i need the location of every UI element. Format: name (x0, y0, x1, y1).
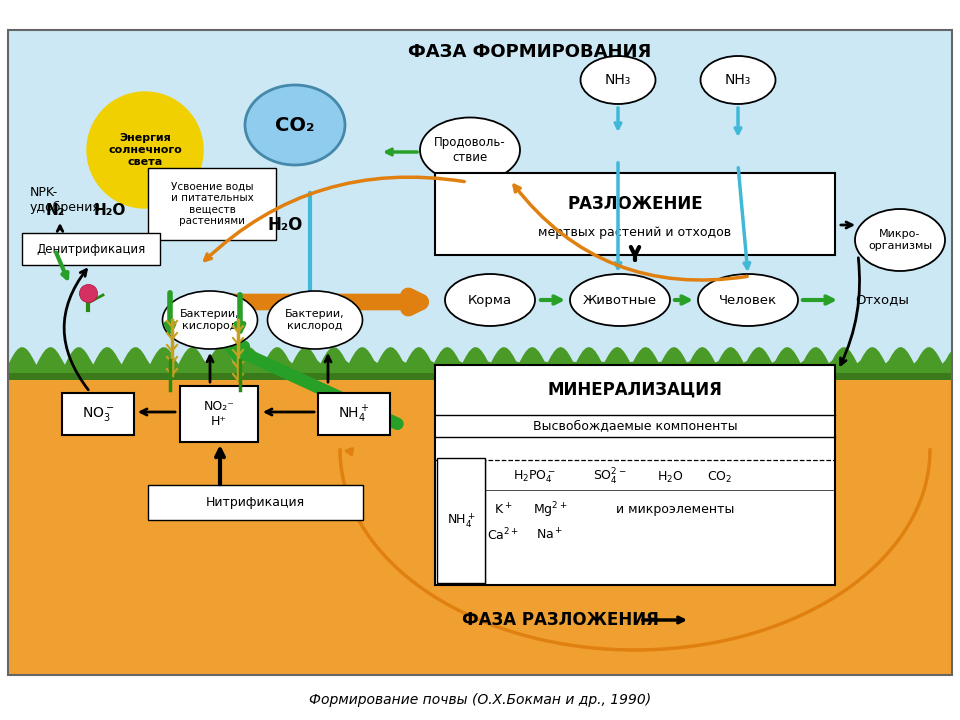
Text: NH$_4^+$: NH$_4^+$ (446, 511, 475, 530)
Text: Mg$^{2+}$: Mg$^{2+}$ (533, 500, 567, 520)
Text: Продоволь-
ствие: Продоволь- ствие (434, 136, 506, 164)
Bar (435, 365, 835, 585)
Text: NH₃: NH₃ (605, 73, 631, 87)
Text: NPK-
удобрения: NPK- удобрения (30, 186, 101, 214)
Text: Формирование почвы (О.Х.Бокман и др., 1990): Формирование почвы (О.Х.Бокман и др., 19… (309, 693, 651, 707)
Text: Корма: Корма (468, 294, 512, 307)
Text: РАЗЛОЖЕНИЕ: РАЗЛОЖЕНИЕ (567, 195, 703, 213)
Bar (437, 458, 485, 583)
Ellipse shape (855, 209, 945, 271)
Ellipse shape (698, 274, 798, 326)
Text: NO$_3^-$: NO$_3^-$ (82, 405, 114, 423)
Polygon shape (8, 30, 952, 365)
Bar (8, 365, 952, 380)
Bar (318, 393, 390, 435)
Text: H₂O: H₂O (94, 202, 126, 217)
Ellipse shape (420, 117, 520, 182)
Polygon shape (8, 347, 952, 373)
Text: Энергия
солнечного
света: Энергия солнечного света (108, 133, 181, 166)
Bar (435, 173, 835, 255)
Text: и микроэлементы: и микроэлементы (615, 503, 734, 516)
Ellipse shape (701, 56, 776, 104)
Text: N₂: N₂ (45, 202, 64, 217)
Ellipse shape (245, 85, 345, 165)
FancyArrowPatch shape (387, 149, 418, 155)
Bar (8, 30, 952, 675)
Text: Микро-
организмы: Микро- организмы (868, 229, 932, 251)
Text: МИНЕРАЛИЗАЦИЯ: МИНЕРАЛИЗАЦИЯ (547, 381, 723, 399)
Text: NH$_4^+$: NH$_4^+$ (338, 403, 370, 425)
Text: H$_2$PO$_4^-$: H$_2$PO$_4^-$ (514, 469, 557, 485)
Text: Человек: Человек (719, 294, 777, 307)
Bar (22, 233, 160, 265)
Bar (180, 386, 258, 442)
Ellipse shape (162, 291, 257, 349)
Bar (148, 168, 276, 240)
Bar (62, 393, 134, 435)
Text: ФАЗА РАЗЛОЖЕНИЯ: ФАЗА РАЗЛОЖЕНИЯ (462, 611, 659, 629)
Circle shape (87, 92, 203, 208)
Ellipse shape (570, 274, 670, 326)
Bar (148, 485, 363, 520)
FancyArrowPatch shape (738, 168, 750, 269)
Text: Животные: Животные (583, 294, 657, 307)
Ellipse shape (445, 274, 535, 326)
Text: ФАЗА ФОРМИРОВАНИЯ: ФАЗА ФОРМИРОВАНИЯ (408, 43, 652, 61)
FancyArrowPatch shape (615, 163, 621, 269)
Text: Ca$^{2+}$: Ca$^{2+}$ (487, 527, 519, 544)
Text: Бактерии,
кислород: Бактерии, кислород (180, 309, 240, 330)
Text: H$_2$O: H$_2$O (657, 469, 684, 485)
Text: Бактерии,
кислород: Бактерии, кислород (285, 309, 345, 330)
Text: CO₂: CO₂ (276, 115, 315, 135)
Text: Усвоение воды
и питательных
веществ
растениями: Усвоение воды и питательных веществ раст… (171, 181, 253, 226)
Text: CO$_2$: CO$_2$ (708, 469, 732, 485)
Text: мертвых растений и отходов: мертвых растений и отходов (539, 225, 732, 238)
FancyArrowPatch shape (64, 270, 88, 390)
Text: Na$^+$: Na$^+$ (537, 527, 564, 543)
Text: NH₃: NH₃ (725, 73, 751, 87)
Text: Высвобождаемые компоненты: Высвобождаемые компоненты (533, 420, 737, 433)
Text: Денитрификация: Денитрификация (36, 243, 146, 256)
Text: K$^+$: K$^+$ (493, 503, 513, 518)
Text: NO₂⁻
H⁺: NO₂⁻ H⁺ (204, 400, 234, 428)
FancyArrowPatch shape (204, 177, 465, 261)
Polygon shape (8, 365, 952, 675)
Text: Отходы: Отходы (855, 294, 909, 307)
Ellipse shape (581, 56, 656, 104)
Text: Нитрификация: Нитрификация (206, 496, 305, 509)
FancyArrowPatch shape (841, 258, 859, 365)
Text: SO$_4^{2-}$: SO$_4^{2-}$ (593, 467, 627, 487)
Ellipse shape (268, 291, 363, 349)
Text: H₂O: H₂O (267, 216, 302, 234)
FancyArrowPatch shape (514, 185, 747, 280)
